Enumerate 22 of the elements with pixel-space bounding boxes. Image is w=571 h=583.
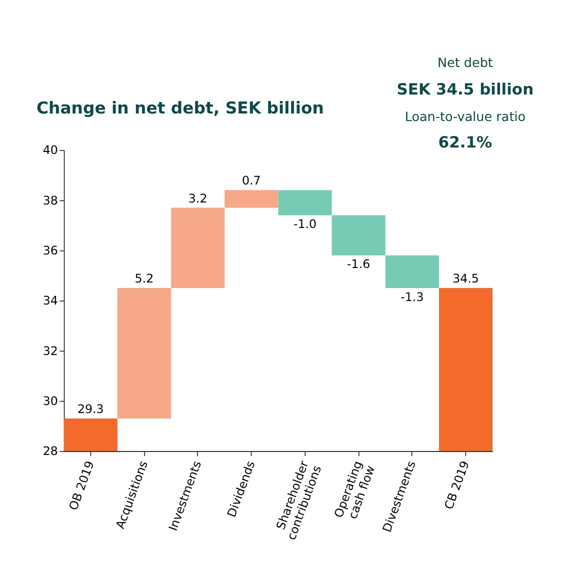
y-tick-label: 32: [42, 344, 58, 358]
y-tick-label: 40: [42, 143, 58, 158]
data-label: 0.7: [242, 174, 261, 188]
data-label: 3.2: [188, 191, 208, 206]
y-tick-label: 30: [42, 394, 58, 408]
text: Net debt: [437, 56, 493, 72]
data-label: -1.6: [347, 257, 370, 272]
chart-title: Change in net debt, SEK billion: [36, 98, 324, 118]
data-label: -1.3: [400, 290, 424, 304]
text: Loan-to-value ratio: [404, 110, 526, 125]
x-tick-label: CB 2019: [442, 459, 472, 512]
y-tick-label: 34: [42, 294, 58, 308]
data-label: -1.0: [293, 217, 317, 232]
data-label: 5.2: [134, 272, 154, 286]
data-label: 34.5: [452, 272, 479, 286]
y-tick-label: 28: [42, 444, 58, 458]
y-tick-label: 38: [42, 193, 58, 208]
x-tick-label: OB 2019: [66, 459, 97, 512]
data-label: 29.3: [77, 402, 104, 416]
annotation: 62.1%: [438, 133, 493, 152]
y-tick-label: 36: [42, 243, 58, 258]
text: SEK 34.5 billion: [396, 80, 534, 98]
